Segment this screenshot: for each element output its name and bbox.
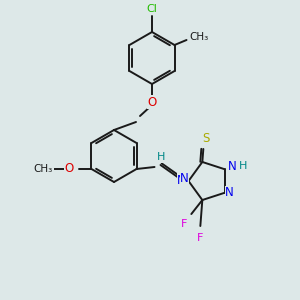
Text: N: N (177, 173, 186, 187)
Text: N: N (180, 172, 189, 185)
Text: Cl: Cl (147, 4, 158, 14)
Text: N: N (228, 160, 237, 173)
Text: CH₃: CH₃ (34, 164, 53, 174)
Text: O: O (147, 95, 157, 109)
Text: H: H (238, 161, 247, 171)
Text: F: F (197, 233, 203, 243)
Text: N: N (225, 186, 234, 199)
Text: O: O (65, 163, 74, 176)
Text: H: H (157, 152, 166, 162)
Text: F: F (181, 219, 188, 229)
Text: CH₃: CH₃ (189, 32, 208, 42)
Text: S: S (202, 133, 210, 146)
